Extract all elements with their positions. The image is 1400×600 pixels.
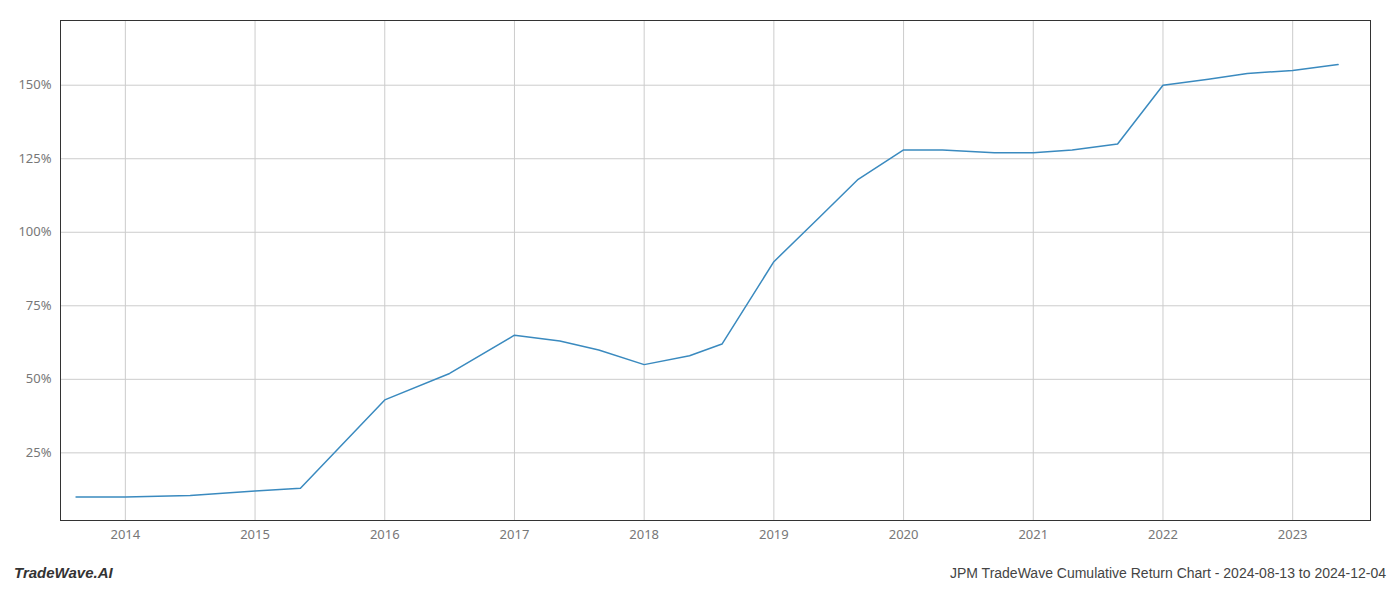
- html-text:JPM TradeWave Cumulative Retur: JPM TradeWave Cumulative Return Chart - …: [950, 565, 1386, 581]
- svg-text:2017: 2017: [500, 525, 530, 543]
- svg-text:2018: 2018: [629, 525, 659, 543]
- svg-text:125%: 125%: [18, 149, 51, 167]
- svg-text:2015: 2015: [240, 525, 270, 543]
- svg-text:150%: 150%: [18, 75, 51, 93]
- svg-text:2014: 2014: [110, 525, 140, 543]
- svg-text:2021: 2021: [1018, 525, 1048, 543]
- svg-text:2020: 2020: [889, 525, 919, 543]
- html-text:TradeWave.AI: TradeWave.AI: [14, 564, 113, 581]
- svg-text:2019: 2019: [759, 525, 789, 543]
- svg-text:50%: 50%: [26, 369, 52, 387]
- svg-text:2022: 2022: [1148, 525, 1178, 543]
- svg-text:2016: 2016: [370, 525, 400, 543]
- svg-text:2023: 2023: [1278, 525, 1308, 543]
- svg-text:25%: 25%: [26, 443, 52, 461]
- svg-text:100%: 100%: [18, 222, 51, 240]
- svg-text:75%: 75%: [26, 296, 52, 314]
